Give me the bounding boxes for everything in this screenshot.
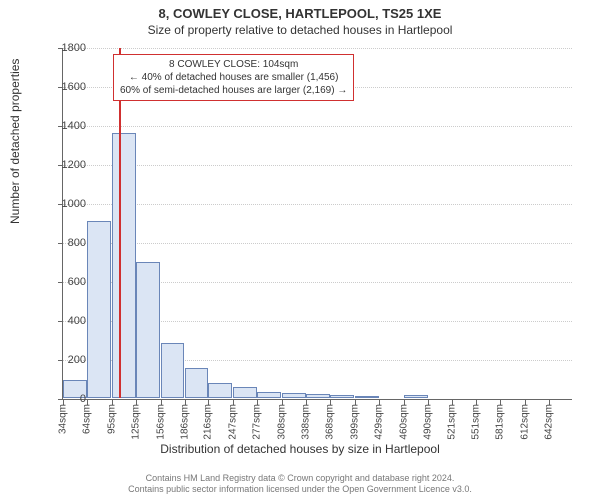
y-tick-label: 1000 — [46, 198, 86, 210]
x-tick-label: 429sqm — [373, 404, 384, 440]
y-tick-label: 400 — [46, 315, 86, 327]
annotation-line: ← 40% of detached houses are smaller (1,… — [120, 71, 347, 84]
x-tick-label: 551sqm — [471, 404, 482, 440]
histogram-bar — [112, 133, 136, 398]
chart-area: 34sqm64sqm95sqm125sqm156sqm186sqm216sqm2… — [62, 48, 572, 400]
x-tick-label: 490sqm — [422, 404, 433, 440]
grid-line — [63, 48, 572, 49]
x-tick-label: 308sqm — [277, 404, 288, 440]
chart-subtitle: Size of property relative to detached ho… — [0, 21, 600, 41]
histogram-bar — [136, 262, 160, 399]
y-tick-label: 1800 — [46, 42, 86, 54]
y-tick-label: 1600 — [46, 81, 86, 93]
x-tick-label: 521sqm — [447, 404, 458, 440]
histogram-bar — [257, 392, 281, 398]
chart-container: 8, COWLEY CLOSE, HARTLEPOOL, TS25 1XE Si… — [0, 0, 600, 500]
annotation-line: 60% of semi-detached houses are larger (… — [120, 84, 347, 97]
x-tick-label: 338sqm — [301, 404, 312, 440]
x-tick-label: 247sqm — [228, 404, 239, 440]
x-tick-label: 34sqm — [58, 404, 69, 434]
grid-line — [63, 126, 572, 127]
footer-line-2: Contains public sector information licen… — [0, 484, 600, 496]
y-axis-label: Number of detached properties — [8, 59, 22, 224]
x-tick-label: 581sqm — [495, 404, 506, 440]
y-tick-label: 1400 — [46, 120, 86, 132]
x-axis-label: Distribution of detached houses by size … — [0, 442, 600, 456]
y-tick-label: 800 — [46, 237, 86, 249]
histogram-bar — [87, 221, 111, 398]
histogram-bar — [185, 368, 209, 398]
plot-region: 34sqm64sqm95sqm125sqm156sqm186sqm216sqm2… — [62, 48, 572, 400]
x-tick-label: 399sqm — [349, 404, 360, 440]
chart-title: 8, COWLEY CLOSE, HARTLEPOOL, TS25 1XE — [0, 0, 600, 21]
x-tick-label: 186sqm — [179, 404, 190, 440]
histogram-bar — [208, 383, 232, 398]
grid-line — [63, 204, 572, 205]
x-tick-label: 277sqm — [252, 404, 263, 440]
histogram-bar — [282, 393, 306, 398]
x-tick-label: 64sqm — [81, 404, 92, 434]
grid-line — [63, 243, 572, 244]
x-tick-label: 156sqm — [155, 404, 166, 440]
grid-line — [63, 165, 572, 166]
footer-attribution: Contains HM Land Registry data © Crown c… — [0, 473, 600, 496]
histogram-bar — [161, 343, 185, 398]
histogram-bar — [330, 395, 354, 398]
y-tick-label: 1200 — [46, 159, 86, 171]
x-tick-label: 95sqm — [106, 404, 117, 434]
histogram-bar — [404, 395, 428, 398]
histogram-bar — [355, 396, 379, 398]
annotation-line: 8 COWLEY CLOSE: 104sqm — [120, 58, 347, 71]
y-tick-label: 0 — [46, 393, 86, 405]
x-tick-label: 125sqm — [130, 404, 141, 440]
x-tick-label: 216sqm — [203, 404, 214, 440]
histogram-bar — [306, 394, 330, 398]
x-tick-label: 642sqm — [544, 404, 555, 440]
x-tick-label: 368sqm — [324, 404, 335, 440]
x-tick-label: 460sqm — [398, 404, 409, 440]
footer-line-1: Contains HM Land Registry data © Crown c… — [0, 473, 600, 485]
histogram-bar — [233, 387, 257, 398]
annotation-box: 8 COWLEY CLOSE: 104sqm← 40% of detached … — [113, 54, 354, 101]
x-tick-label: 612sqm — [520, 404, 531, 440]
y-tick-label: 600 — [46, 276, 86, 288]
y-tick-label: 200 — [46, 354, 86, 366]
